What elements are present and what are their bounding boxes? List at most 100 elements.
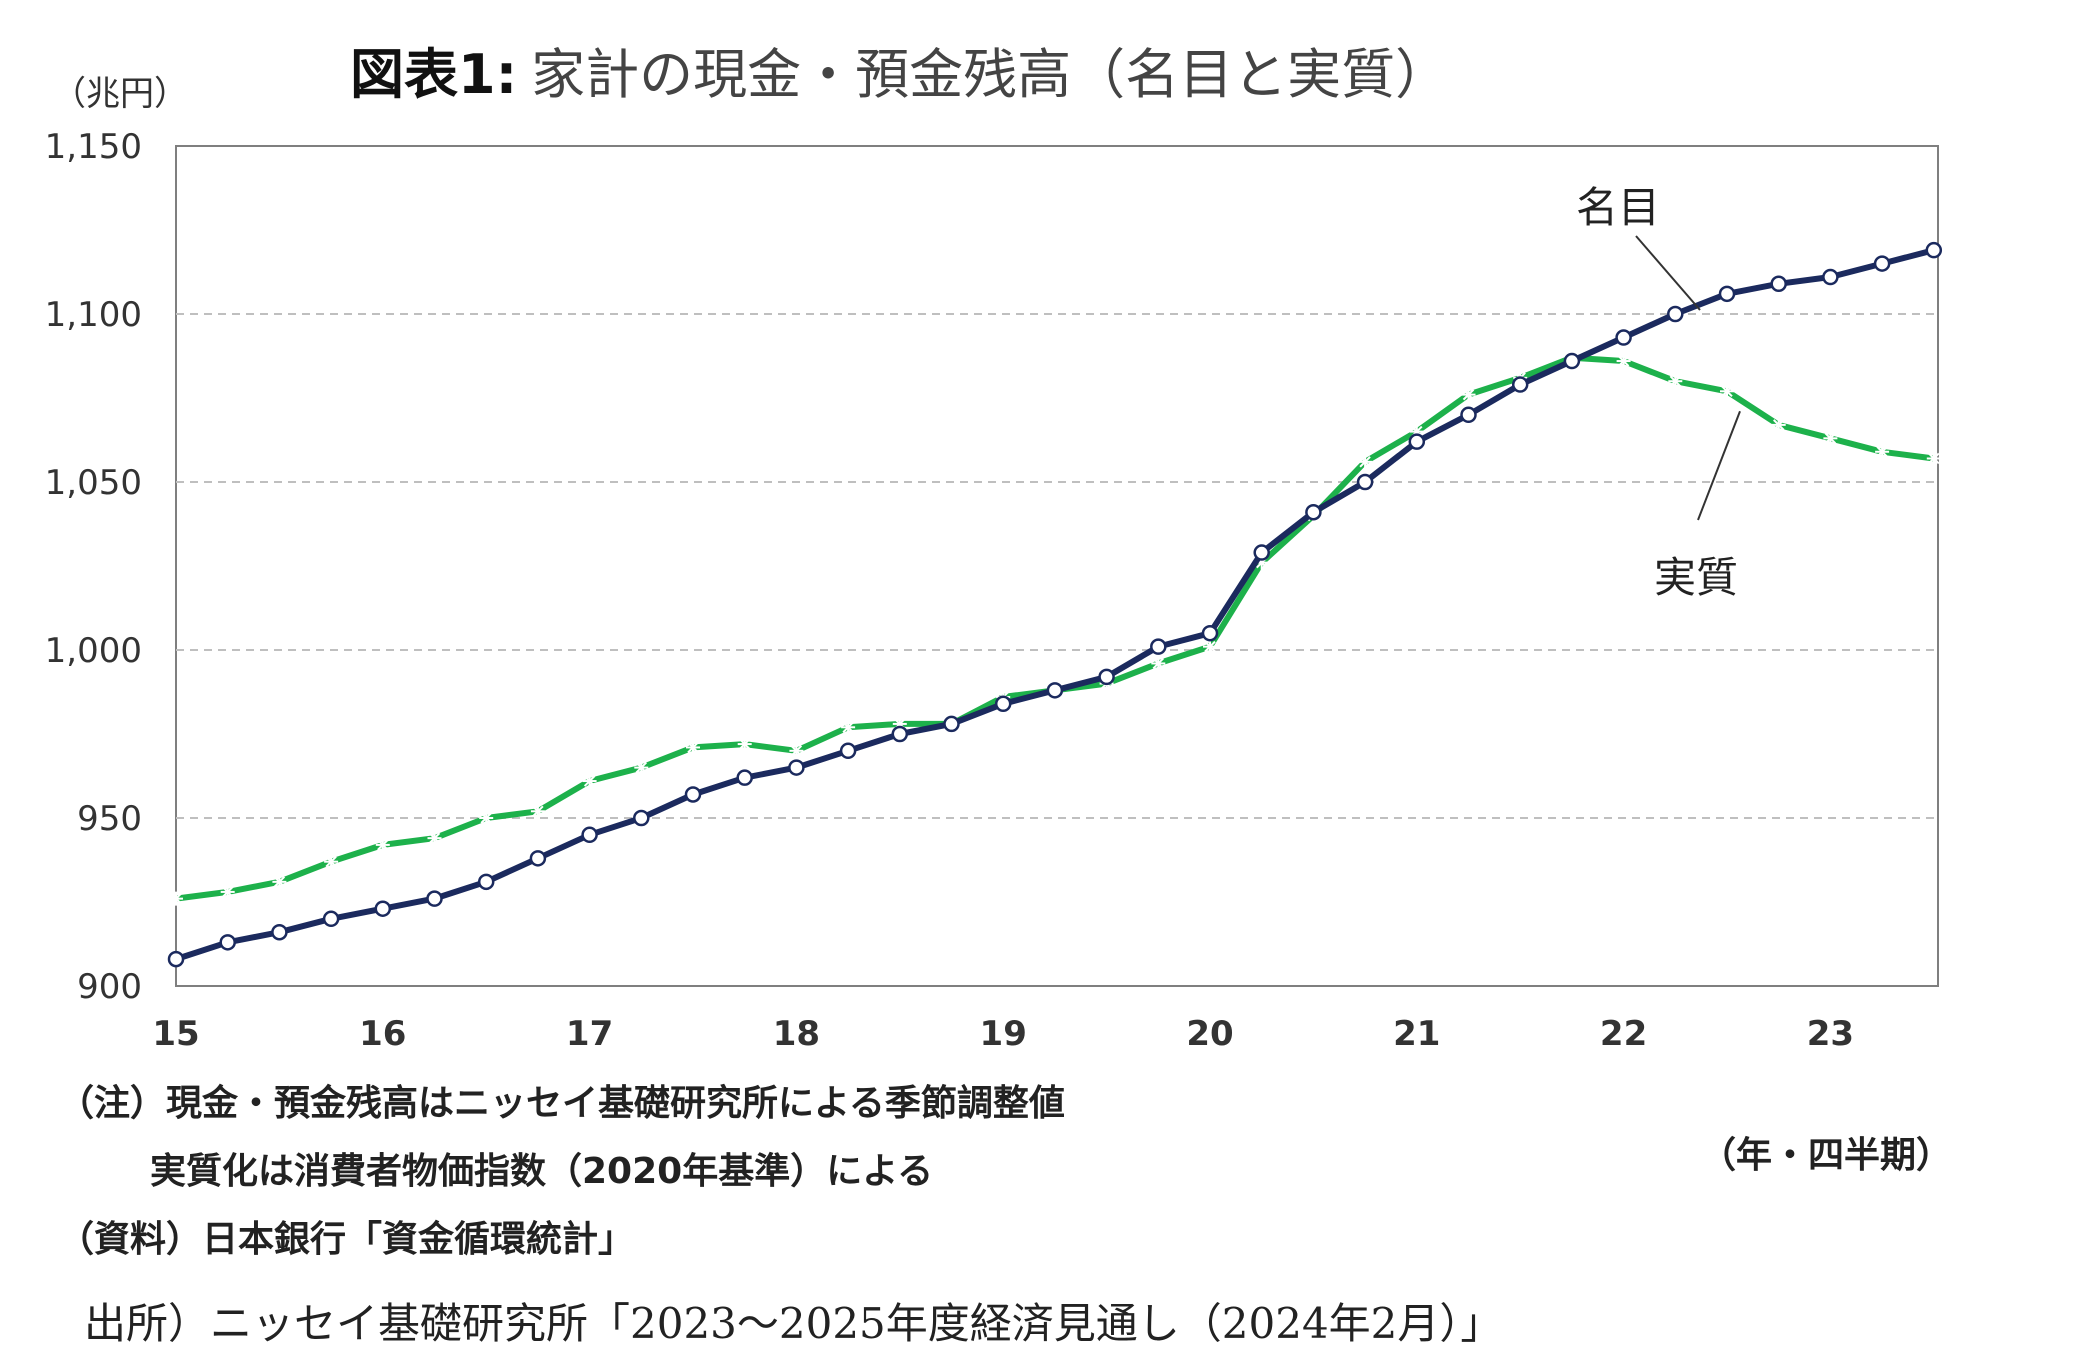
- real-point: [427, 831, 442, 846]
- nominal-point: [1098, 668, 1115, 686]
- y-tick-label: 1,150: [45, 127, 142, 167]
- nominal-point: [426, 890, 443, 907]
- real-point-stroke: [1152, 657, 1165, 670]
- nominal-point: [736, 769, 753, 786]
- series-label-real: 実質: [1654, 553, 1738, 602]
- nominal-point: [1305, 503, 1322, 521]
- real-point: [1616, 354, 1631, 369]
- real-point: [582, 774, 597, 789]
- x-tick-label: 23: [1807, 1014, 1854, 1054]
- real-point-stroke: [1772, 419, 1785, 431]
- nominal-point: [633, 809, 650, 827]
- title-prefix: 図表1:: [350, 43, 518, 106]
- real-point: [1875, 444, 1890, 459]
- real-point-stroke: [377, 839, 389, 851]
- real-point-stroke: [221, 886, 234, 898]
- nominal-point: [994, 695, 1012, 713]
- real-point-stroke: [170, 892, 182, 905]
- real-point-stroke: [1462, 388, 1475, 401]
- nominal-point: [1667, 305, 1684, 323]
- real-point: [1461, 387, 1476, 402]
- real-point-stroke: [1204, 640, 1216, 653]
- real-point: [1668, 374, 1683, 389]
- y-tick-label: 1,100: [45, 295, 142, 335]
- real-point: [1151, 656, 1166, 671]
- series-label-nominal: 名目: [1576, 183, 1660, 232]
- real-point: [1771, 417, 1786, 432]
- nominal-point: [1046, 682, 1064, 699]
- y-tick-label: 900: [77, 967, 142, 1007]
- nominal-point: [1873, 255, 1891, 272]
- chart-title: 図表1: 家計の現金・預金残高（名目と実質）: [350, 30, 1449, 109]
- real-point-stroke: [325, 855, 337, 868]
- nominal-point: [1253, 544, 1270, 561]
- note-line-3: （資料）日本銀行「資金循環統計」: [58, 1219, 635, 1260]
- nominal-point: [1356, 473, 1374, 491]
- nominal-point: [943, 715, 960, 733]
- nominal-point: [1460, 406, 1477, 424]
- real-point-stroke: [583, 775, 596, 787]
- real-point: [1203, 639, 1217, 654]
- y-tick-label: 1,050: [45, 463, 142, 503]
- nominal-point: [1770, 275, 1787, 293]
- x-tick-label: 16: [359, 1014, 406, 1054]
- x-tick-label: 17: [566, 1014, 613, 1054]
- real-point-stroke: [273, 876, 286, 888]
- source-line: 出所）ニッセイ基礎研究所「2023～2025年度経済見通し（2024年2月）」: [84, 1299, 1503, 1348]
- nominal-point: [581, 826, 598, 844]
- real-point: [841, 720, 856, 735]
- x-tick-label: 21: [1393, 1014, 1440, 1054]
- real-point: [375, 837, 390, 852]
- nominal-point: [1201, 624, 1219, 642]
- x-tick-label: 20: [1186, 1014, 1233, 1054]
- real-point-stroke: [428, 832, 441, 844]
- real-point: [686, 740, 700, 755]
- real-point: [1720, 384, 1734, 399]
- nominal-point: [219, 934, 236, 951]
- note-line-2: 実質化は消費者物価指数（2020年基準）による: [150, 1151, 934, 1192]
- real-point-stroke: [1876, 446, 1888, 458]
- x-tick-labels: 15 16 17 18 19 20 21 22 23: [152, 1014, 1854, 1054]
- real-point-stroke: [1359, 456, 1371, 468]
- real-point-stroke: [1669, 375, 1682, 387]
- nominal-point: [322, 910, 340, 928]
- real-point: [634, 760, 649, 775]
- y-tick-labels: 900 950 1,000 1,050 1,100 1,150: [45, 127, 142, 1007]
- nominal-point: [167, 950, 185, 968]
- real-point: [324, 854, 339, 869]
- real-point-stroke: [790, 745, 803, 757]
- real-point: [1358, 454, 1373, 469]
- real-point-stroke: [1824, 432, 1837, 445]
- real-point-stroke: [1617, 355, 1630, 367]
- real-point: [530, 804, 545, 819]
- y-tick-label: 950: [77, 799, 142, 839]
- y-axis-unit: （兆円）: [52, 74, 188, 114]
- nominal-point: [788, 759, 805, 776]
- nominal-point: [271, 923, 288, 941]
- plot-area: [175, 145, 1939, 987]
- real-point-stroke: [635, 761, 648, 774]
- nominal-point: [684, 786, 702, 803]
- nominal-point: [1925, 241, 1943, 259]
- nominal-point: [374, 900, 392, 917]
- real-point-stroke: [687, 741, 699, 754]
- real-point-stroke: [1721, 385, 1733, 397]
- leader-line-nominal: [1635, 235, 1701, 311]
- real-point-stroke: [842, 721, 854, 733]
- x-tick-label: 15: [152, 1014, 199, 1054]
- real-point-stroke: [480, 812, 492, 824]
- nominal-point: [891, 725, 909, 743]
- real-point: [479, 811, 494, 825]
- series-lines: [167, 241, 1943, 968]
- real-point-stroke: [532, 805, 544, 817]
- nominal-point: [1408, 433, 1426, 450]
- nominal-point: [839, 742, 857, 760]
- real-point: [220, 884, 235, 899]
- nominal-point: [1511, 376, 1529, 393]
- real-point: [272, 874, 287, 889]
- real-point-stroke: [1928, 452, 1940, 465]
- real-point: [1823, 431, 1838, 446]
- title-main: 家計の現金・預金残高（名目と実質）: [531, 43, 1450, 106]
